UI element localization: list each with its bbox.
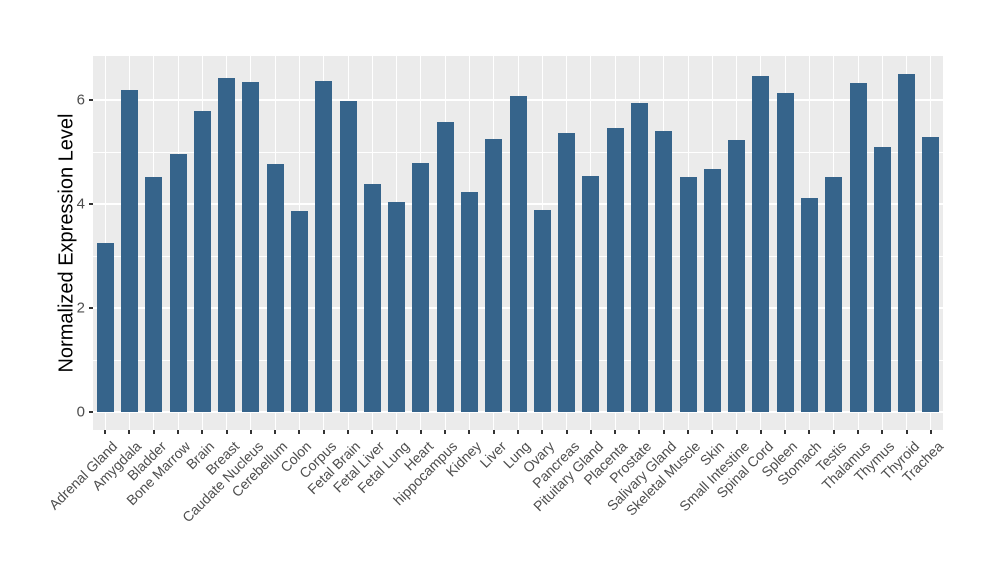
plot-panel	[93, 56, 943, 430]
bar-lung	[509, 95, 527, 412]
bar-placenta	[606, 127, 624, 412]
y-tick-mark	[89, 202, 93, 205]
bar-testis	[825, 177, 843, 412]
x-tick-mark	[419, 430, 422, 434]
x-tick-mark	[395, 430, 398, 434]
x-tick-mark	[929, 430, 932, 434]
x-tick-mark	[687, 430, 689, 434]
bar-heart	[412, 162, 430, 412]
y-axis-title: Normalized Expression Level	[55, 113, 78, 373]
x-tick-mark	[152, 430, 155, 434]
x-tick-mark	[638, 430, 641, 434]
bar-thyroid	[898, 73, 916, 412]
bar-thymus	[873, 146, 891, 412]
x-tick-mark	[832, 430, 835, 434]
bar-spinal-cord	[752, 76, 770, 412]
x-tick-mark	[662, 430, 665, 434]
bar-stomach	[800, 197, 818, 412]
bar-small-intestine	[728, 140, 746, 412]
bar-corpus	[315, 80, 333, 412]
y-tick-label: 2	[76, 299, 85, 317]
x-tick-mark	[565, 430, 568, 434]
x-tick-mark	[711, 430, 714, 434]
x-tick-mark	[881, 430, 884, 434]
bar-fetal-lung	[388, 201, 406, 412]
bar-hippocampus	[436, 121, 454, 412]
x-tick-mark	[249, 430, 252, 434]
x-tick-mark	[857, 430, 859, 434]
bar-pancreas	[558, 132, 576, 412]
bar-cerebellum	[266, 164, 284, 412]
x-tick-mark	[589, 430, 592, 434]
bar-bladder	[145, 177, 163, 412]
x-tick-mark	[274, 430, 277, 434]
category-gridline	[104, 56, 106, 430]
x-tick-mark	[225, 430, 228, 434]
bar-adrenal-gland	[96, 243, 114, 412]
y-tick-mark	[89, 411, 93, 413]
x-tick-mark	[201, 430, 204, 434]
x-tick-mark	[614, 430, 617, 434]
bar-colon	[290, 211, 308, 412]
x-tick-mark	[298, 430, 301, 434]
y-tick-label: 6	[76, 91, 85, 108]
bar-liver	[485, 138, 503, 412]
y-tick-label: 0	[76, 403, 85, 421]
bar-salivary-gland	[655, 131, 673, 412]
bar-pituitary-gland	[582, 175, 600, 412]
bar-caudate-nucleus	[242, 81, 260, 412]
bar-kidney	[460, 191, 478, 412]
x-tick-mark	[444, 430, 447, 434]
bar-skeletal-muscle	[679, 177, 697, 412]
bar-ovary	[533, 210, 551, 412]
bar-spleen	[776, 93, 794, 412]
bar-brain	[193, 110, 211, 412]
x-tick-mark	[492, 430, 495, 434]
x-tick-mark	[128, 430, 131, 434]
x-tick-mark	[541, 430, 544, 434]
bar-breast	[218, 77, 236, 412]
y-tick-mark	[89, 306, 93, 309]
bar-prostate	[630, 103, 648, 412]
x-tick-mark	[177, 430, 179, 434]
x-tick-mark	[468, 430, 471, 434]
x-tick-mark	[517, 430, 519, 434]
x-tick-mark	[759, 430, 762, 434]
bar-fetal-brain	[339, 101, 357, 412]
x-tick-mark	[371, 430, 374, 434]
bar-bone-marrow	[169, 154, 187, 412]
x-tick-mark	[905, 430, 908, 434]
x-tick-mark	[322, 430, 325, 434]
bar-trachea	[922, 137, 940, 412]
x-tick-mark	[784, 430, 787, 434]
bar-amygdala	[120, 90, 138, 412]
bar-thalamus	[849, 83, 867, 412]
x-tick-mark	[735, 430, 738, 434]
x-tick-mark	[104, 430, 107, 434]
y-tick-label: 4	[76, 195, 85, 213]
x-tick-mark	[347, 430, 349, 434]
bar-fetal-liver	[363, 183, 381, 412]
y-tick-mark	[89, 98, 93, 101]
x-tick-mark	[808, 430, 811, 434]
bar-skin	[703, 168, 721, 412]
